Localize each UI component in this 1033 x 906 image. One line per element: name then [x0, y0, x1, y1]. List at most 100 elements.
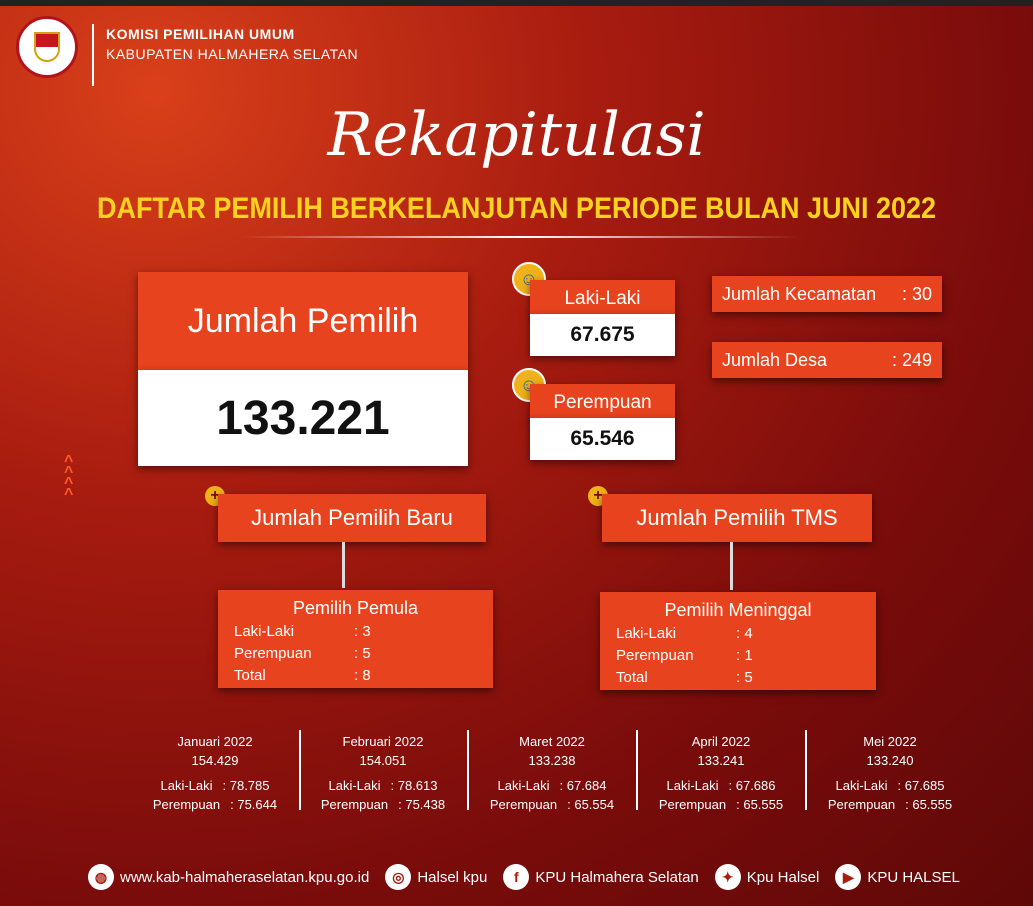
divider	[805, 730, 807, 810]
tms-detail: Pemilih Meninggal Laki-Laki : 4 Perempuan…	[600, 592, 876, 690]
male-label: Laki-Laki	[835, 778, 888, 793]
month-summary: April 2022 133.241 Laki-Laki : 67.686 Per…	[641, 732, 801, 814]
month-total: 133.240	[866, 753, 914, 768]
male-value: : 67.685	[897, 778, 945, 793]
male-avatar-icon: ☺	[512, 262, 546, 296]
footer-link[interactable]: ✦ Kpu Halsel	[714, 864, 820, 890]
detail-row: Perempuan : 5	[234, 643, 477, 665]
globe-icon: ◍	[88, 864, 114, 890]
footer-link[interactable]: ◎ Halsel kpu	[385, 864, 487, 890]
divider	[467, 730, 469, 810]
footer-link[interactable]: ◍ www.kab-halmaheraselatan.kpu.go.id	[88, 864, 369, 890]
top-bar	[0, 0, 1033, 6]
detail-row: Total : 5	[616, 667, 860, 689]
divider	[240, 236, 800, 238]
detail-title: Pemilih Pemula	[292, 598, 419, 618]
divider	[299, 730, 301, 810]
stat-label: Jumlah Desa	[722, 349, 828, 370]
female-label: Perempuan	[530, 384, 675, 422]
month-summary: Januari 2022 154.429 Laki-Laki : 78.785 P…	[135, 732, 295, 814]
detail-row: Laki-Laki: 3	[234, 621, 477, 643]
footer-link[interactable]: f KPU Halmahera Selatan	[503, 864, 699, 890]
male-value: : 67.684	[559, 778, 607, 793]
new-voters-title: Jumlah Pemilih Baru	[218, 494, 486, 542]
footer-link-text: www.kab-halmaheraselatan.kpu.go.id	[120, 868, 370, 886]
tms-title: Jumlah Pemilih TMS	[602, 494, 872, 542]
footer: ◍ www.kab-halmaheraselatan.kpu.go.id ◎ Hals…	[88, 864, 960, 890]
male-label: Laki-Laki	[666, 778, 719, 793]
female-value: : 75.438	[398, 797, 446, 812]
footer-link-text: Halsel kpu	[417, 868, 488, 886]
female-value: : 65.555	[736, 797, 784, 812]
facebook-icon: f	[503, 864, 530, 890]
female-label: Perempuan	[827, 797, 896, 812]
stat-value: : 249	[891, 349, 932, 370]
footer-link[interactable]: ▶ KPU HALSEL	[835, 864, 960, 890]
footer-link-text: KPU Halmahera Selatan	[535, 868, 699, 886]
garuda-shield-icon	[34, 32, 60, 62]
month-total: 154.429	[191, 753, 239, 768]
female-label: Perempuan	[152, 797, 221, 812]
month-summary: Maret 2022 133.238 Laki-Laki : 67.684 Per…	[472, 732, 632, 814]
male-value: : 67.686	[728, 778, 776, 793]
new-voters-detail: Pemilih Pemula Laki-Laki: 3 Perempuan : 5…	[218, 590, 493, 688]
female-value: : 65.554	[567, 797, 615, 812]
row-label: Total	[234, 667, 266, 684]
row-value: : 8	[354, 667, 371, 684]
org-line2: KABUPATEN HALMAHERA SELATAN	[106, 46, 359, 62]
stat-desa: Jumlah Desa : 249	[712, 342, 942, 378]
female-label: Perempuan	[320, 797, 389, 812]
month-total: 133.238	[528, 753, 576, 768]
female-label: Perempuan	[658, 797, 727, 812]
month-name: Februari 2022	[342, 734, 424, 749]
female-label: Perempuan	[489, 797, 558, 812]
kpu-logo	[16, 16, 78, 78]
detail-row: Laki-Laki : 4	[616, 623, 860, 645]
stat-value: : 30	[901, 283, 932, 304]
month-name: Mei 2022	[863, 734, 917, 749]
chevron-up-icon: ^ ^ ^ ^	[64, 453, 74, 503]
row-value: : 5	[736, 669, 753, 686]
row-value: : 4	[736, 625, 753, 642]
month-total: 133.241	[697, 753, 745, 768]
male-label: Laki-Laki	[497, 778, 550, 793]
detail-title: Pemilih Meninggal	[664, 600, 812, 620]
row-value: : 1	[736, 647, 753, 664]
stat-label: Jumlah Kecamatan	[722, 283, 877, 304]
stat-kecamatan: Jumlah Kecamatan : 30	[712, 276, 942, 312]
youtube-icon: ▶	[835, 864, 862, 890]
row-value: : 5	[354, 645, 371, 662]
instagram-icon: ◎	[385, 864, 412, 890]
row-label: Perempuan	[234, 645, 312, 662]
footer-link-text: KPU HALSEL	[867, 868, 960, 886]
female-value: : 75.644	[230, 797, 278, 812]
total-value: 133.221	[138, 370, 468, 466]
detail-row: Total : 8	[234, 665, 477, 687]
total-label: Jumlah Pemilih	[138, 272, 468, 370]
female-value: 65.546	[530, 418, 675, 460]
row-label: Total	[616, 669, 648, 686]
connector-line	[730, 542, 733, 590]
script-title: Rekapitulasi	[327, 100, 706, 170]
row-label: Perempuan	[616, 647, 694, 664]
row-value: : 3	[354, 623, 371, 640]
month-summary: Mei 2022 133.240 Laki-Laki : 67.685 Perem…	[810, 732, 970, 814]
org-line1: KOMISI PEMILIHAN UMUM	[106, 26, 295, 42]
detail-row: Perempuan : 1	[616, 645, 860, 667]
connector-line	[342, 542, 345, 588]
female-value: : 65.555	[905, 797, 953, 812]
male-value: : 78.785	[222, 778, 270, 793]
month-name: April 2022	[691, 734, 751, 749]
male-value: 67.675	[530, 314, 675, 356]
row-label: Laki-Laki	[616, 625, 677, 642]
month-name: Maret 2022	[519, 734, 585, 749]
subtitle: DAFTAR PEMILIH BERKELANJUTAN PERIODE BUL…	[96, 192, 937, 225]
male-label: Laki-Laki	[328, 778, 381, 793]
month-name: Januari 2022	[177, 734, 253, 749]
organization-name: KOMISI PEMILIHAN UMUM KABUPATEN HALMAHER…	[92, 24, 358, 86]
footer-link-text: Kpu Halsel	[746, 868, 820, 886]
male-label: Laki-Laki	[160, 778, 213, 793]
male-label: Laki-Laki	[530, 280, 675, 318]
month-total: 154.051	[359, 753, 407, 768]
month-summary: Februari 2022 154.051 Laki-Laki: 78.613 …	[303, 732, 463, 814]
